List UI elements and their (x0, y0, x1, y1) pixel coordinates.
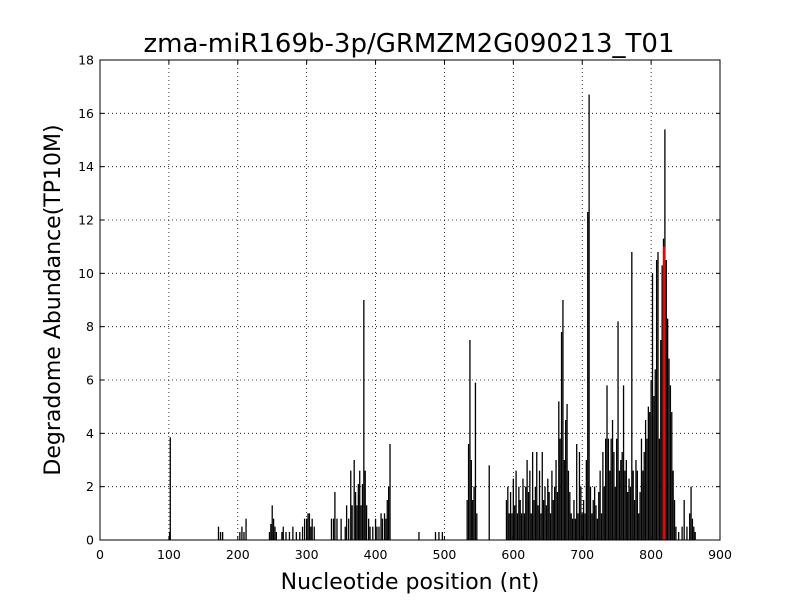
x-tick-label: 100 (157, 547, 181, 562)
plot-frame (99, 59, 721, 541)
chart-title: zma-miR169b-3p/GRMZM2G090213_T01 (143, 29, 674, 59)
x-axis-title: Nucleotide position (nt) (281, 570, 540, 595)
x-tick-label: 800 (639, 547, 663, 562)
plot-area: 0 100 200 300 400 500 600 700 800 900 0 2 4 6 8 10 12 14 1… (78, 53, 732, 563)
plot-background (100, 60, 720, 540)
x-tick-label: 200 (226, 547, 250, 562)
y-tick-label: 14 (78, 159, 94, 174)
x-tick-label: 700 (570, 547, 594, 562)
y-tick-label: 4 (86, 426, 94, 441)
x-tick-label: 600 (501, 547, 525, 562)
y-tick-label: 16 (78, 106, 94, 121)
y-tick-label: 6 (86, 373, 94, 388)
x-tick-label: 300 (295, 547, 319, 562)
y-tick-label: 10 (78, 266, 94, 281)
x-tick-label: 900 (708, 547, 732, 562)
y-axis-title: Degradome Abundance(TP10M) (41, 124, 66, 475)
x-tick-label: 500 (433, 547, 457, 562)
y-tick-label: 12 (78, 213, 94, 228)
y-tick-label: 18 (78, 53, 94, 68)
x-tick-label: 0 (96, 547, 104, 562)
y-tick-label: 2 (86, 479, 94, 494)
y-tick-label: 0 (86, 533, 94, 548)
y-tick-label: 8 (86, 319, 94, 334)
x-tick-label: 400 (364, 547, 388, 562)
tick-labels: 0 100 200 300 400 500 600 700 800 900 0 2 4 6 8 10 12 14 1… (78, 53, 732, 563)
bars (168, 94, 696, 540)
axis-ticks (99, 59, 721, 541)
